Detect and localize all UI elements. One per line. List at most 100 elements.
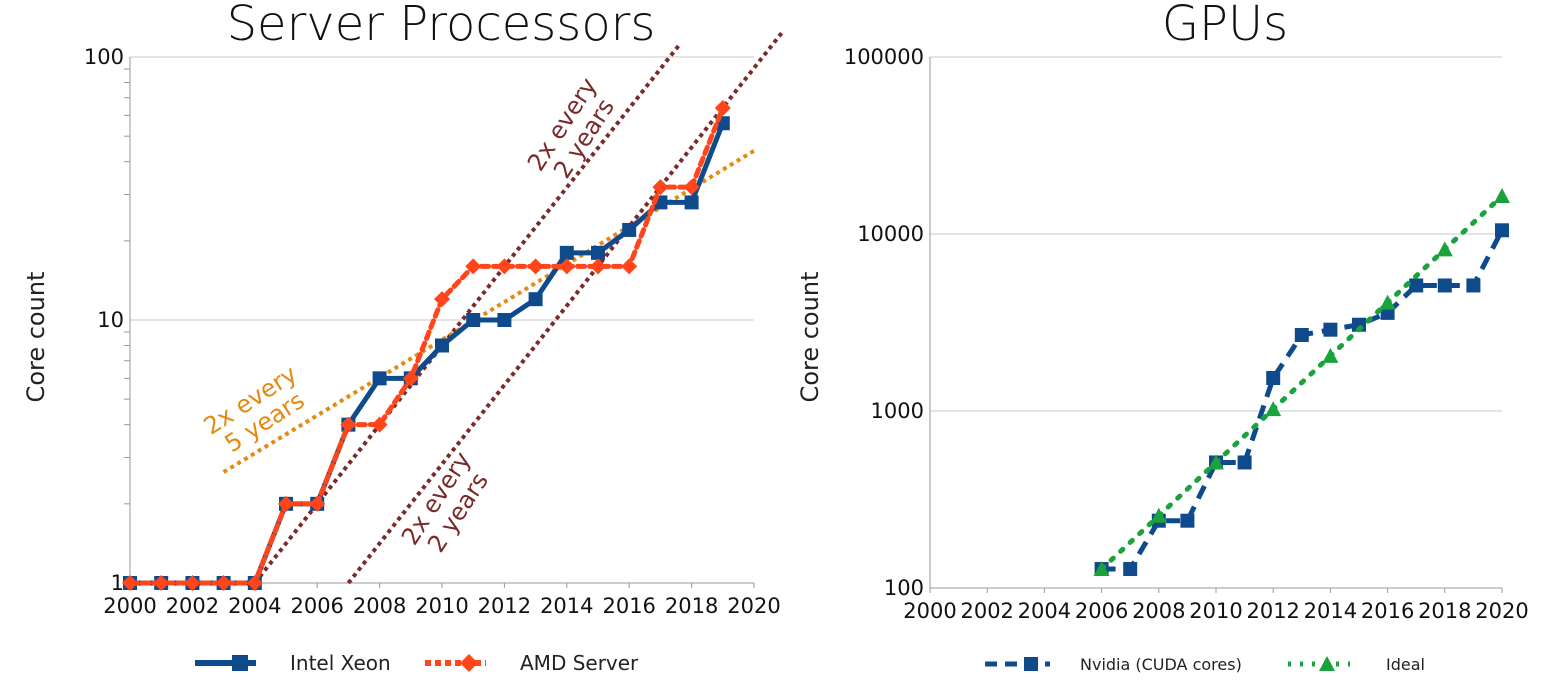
- x-tick-label: 2010: [415, 594, 468, 618]
- x-tick-label: 2014: [1304, 599, 1357, 623]
- legend-swatch-marker: [460, 654, 478, 672]
- data-point: [622, 222, 637, 237]
- chart-title: Server Processors: [227, 0, 656, 52]
- x-tick-label: 2004: [228, 594, 281, 618]
- server-processors-chart: Server Processors Core count 1 10 100 2000 2…: [22, 0, 784, 675]
- y-axis-label: Core count: [796, 272, 824, 403]
- series-line: [1099, 193, 1505, 572]
- data-point: [434, 291, 450, 308]
- data-point: [528, 292, 543, 307]
- data-point: [1266, 371, 1281, 386]
- trend-line: [253, 43, 681, 585]
- trend-lines: [222, 31, 784, 585]
- data-point: [184, 575, 201, 591]
- data-point: [153, 575, 170, 591]
- x-tick-label: 2008: [1132, 599, 1185, 623]
- legend-swatch-marker: [1024, 657, 1038, 671]
- data-point: [1093, 561, 1110, 577]
- data-point: [1150, 507, 1167, 523]
- x-tick-label: 2020: [1475, 599, 1528, 623]
- data-point: [1123, 562, 1138, 577]
- data-point: [1323, 322, 1338, 337]
- x-tick-label: 2000: [903, 599, 956, 623]
- series: [122, 99, 731, 591]
- data-point: [435, 338, 449, 353]
- data-point: [1180, 513, 1195, 528]
- data-point: [1494, 188, 1510, 204]
- legend-item-ideal: Ideal: [1288, 655, 1425, 674]
- legend: Nvidia (CUDA cores) Ideal: [985, 655, 1425, 674]
- x-tick-label: 2000: [103, 594, 156, 618]
- data-point: [558, 258, 575, 275]
- y-tick-label: 10000: [857, 222, 924, 246]
- chart-title: GPUs: [1162, 0, 1288, 52]
- data-point: [466, 313, 481, 327]
- data-point: [465, 258, 482, 275]
- data-point: [684, 195, 699, 210]
- legend-item-nvidia: Nvidia (CUDA cores): [985, 655, 1242, 674]
- x-tick-label: 2012: [1246, 599, 1299, 623]
- series: [1093, 188, 1510, 577]
- data-point: [402, 370, 419, 387]
- legend-label: Nvidia (CUDA cores): [1080, 655, 1242, 674]
- legend-swatch-marker: [232, 655, 248, 671]
- data-point: [1409, 278, 1424, 293]
- legend-swatch-marker: [1319, 656, 1335, 671]
- y-tick-label: 1: [111, 571, 124, 595]
- trend-line: [222, 149, 756, 474]
- data-point: [621, 258, 638, 275]
- data-point: [1208, 454, 1224, 470]
- legend-item-amd-server: AMD Server: [425, 651, 639, 675]
- x-tick-label: 2002: [166, 594, 219, 618]
- data-point: [496, 258, 513, 275]
- data-point: [372, 371, 387, 386]
- data-point: [559, 245, 574, 260]
- y-tick-label: 1000: [871, 399, 924, 423]
- x-tick-label: 2014: [540, 594, 593, 618]
- legend-item-intel-xeon: Intel Xeon: [195, 651, 391, 675]
- data-point: [714, 99, 731, 116]
- annotation-2x-every-5-years: 2x every 5 years: [199, 360, 310, 458]
- x-tick-label: 2002: [960, 599, 1013, 623]
- data-point: [122, 575, 138, 591]
- axes: 1 10 100 2000 2002 2004 2006 2008 2010 2012 2014 20…: [84, 45, 781, 618]
- data-point: [1495, 223, 1509, 238]
- x-tick-label: 2020: [727, 594, 780, 618]
- series-ideal: [1093, 188, 1510, 577]
- y-axis-label: Core count: [22, 272, 50, 403]
- data-point: [1237, 455, 1252, 470]
- legend-label: Ideal: [1386, 655, 1425, 674]
- data-point: [1437, 278, 1452, 293]
- data-point: [527, 258, 544, 275]
- data-point: [340, 416, 357, 433]
- x-tick-label: 2016: [602, 594, 655, 618]
- data-point: [1436, 241, 1453, 257]
- x-tick-label: 2018: [665, 594, 718, 618]
- legend-label: Intel Xeon: [290, 651, 391, 675]
- data-point: [591, 245, 605, 260]
- x-tick-label: 2016: [1361, 599, 1414, 623]
- series-nvidia-cuda-cores-: [1094, 223, 1509, 577]
- annotation-2x-every-2-years-upper: 2x every 2 years: [522, 73, 620, 184]
- x-tick-label: 2012: [478, 594, 531, 618]
- data-point: [590, 258, 606, 275]
- y-tick-label: 100: [884, 576, 924, 600]
- x-tick-label: 2006: [290, 594, 343, 618]
- data-point: [1379, 294, 1396, 310]
- data-point: [1322, 347, 1339, 363]
- grid: [930, 56, 1502, 589]
- data-point: [1294, 327, 1309, 342]
- legend-label: AMD Server: [520, 651, 639, 675]
- data-point: [652, 179, 669, 196]
- x-tick-label: 2018: [1418, 599, 1471, 623]
- data-point: [1265, 401, 1282, 417]
- y-tick-label: 100000: [844, 45, 924, 69]
- trend-line: [346, 31, 784, 585]
- data-point: [371, 416, 388, 433]
- y-tick-label: 100: [84, 45, 124, 69]
- series-amd-server: [122, 99, 731, 591]
